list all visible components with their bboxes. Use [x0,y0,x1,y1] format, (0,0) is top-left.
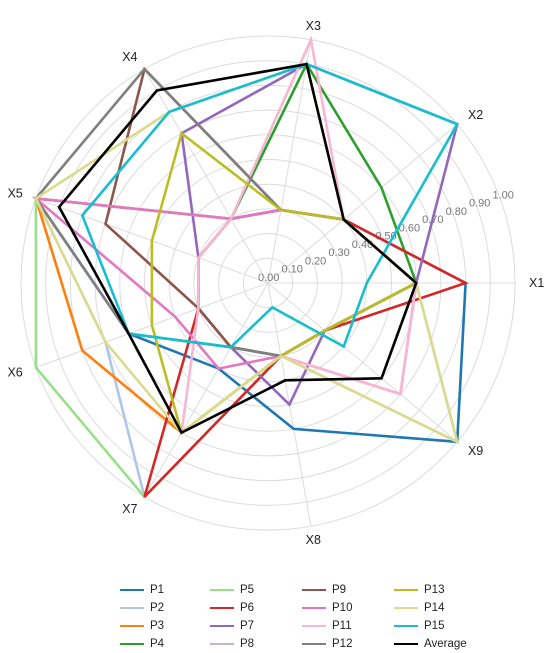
legend-swatch [394,643,418,645]
axis-spoke [267,39,312,284]
legend-label: P15 [424,620,445,632]
legend: P1 P2 P3 P4 P5 P6 P7 P8 P9 P10 P11 P12 P13 P14 P15 Aver… [120,582,467,652]
legend-label: P2 [150,602,165,614]
axis-label-x9: X9 [468,444,483,458]
legend-label: P11 [332,620,352,632]
radial-tick-label: 1.00 [492,189,513,201]
legend-swatch [394,607,418,609]
legend-swatch [394,625,418,627]
legend-swatch [394,589,418,591]
axis-labels: X1 X2 X3 X4 X5 X6 X7 X8 X9 [7,19,544,547]
axis-label-x7: X7 [122,502,137,516]
axis-label-x1: X1 [529,276,544,290]
legend-item-p3: P3 [120,618,210,634]
legend-label: P7 [240,620,255,632]
series-line-p13 [150,131,419,435]
legend-swatch [302,625,326,627]
radial-tick-label: 0.20 [305,255,326,267]
legend-label: P8 [240,638,255,650]
axis-spoke [144,68,269,284]
legend-label: P9 [332,584,347,596]
legend-item-p5: P5 [210,582,302,598]
legend-item-p12: P12 [302,636,394,652]
legend-swatch [210,625,234,627]
legend-swatch [302,589,326,591]
radial-tick-label: 0.80 [446,206,467,218]
legend-item-p7: P7 [210,618,302,634]
series-line-p11 [179,35,418,436]
axis-label-x6: X6 [7,365,22,379]
legend-item-p1: P1 [120,582,210,598]
legend-label: Average [424,638,467,650]
legend-swatch [210,589,234,591]
legend-item-p15: P15 [394,618,484,634]
series-line-p15 [80,62,460,349]
legend-label: P6 [240,602,255,614]
legend-item-p8: P8 [210,636,302,652]
legend-label: P10 [332,602,353,614]
axis-spoke [267,123,458,284]
legend-label: P3 [150,620,165,632]
legend-swatch [210,607,234,609]
legend-item-p2: P2 [120,600,210,616]
legend-item-p4: P4 [120,636,210,652]
radial-tick-label: 0.40 [352,239,373,251]
legend-item-p6: P6 [210,600,302,616]
legend-label: P14 [424,602,445,614]
legend-item-p9: P9 [302,582,394,598]
legend-swatch [120,589,144,591]
legend-swatch [120,643,144,645]
legend-swatch [302,607,326,609]
axis-label-x5: X5 [7,187,22,201]
legend-item-p14: P14 [394,600,484,616]
legend-item-average: Average [394,636,484,652]
series-line-average [57,62,418,435]
legend-swatch [210,643,234,645]
legend-item-p11: P11 [302,618,394,634]
legend-item-p10: P10 [302,600,394,616]
legend-item-p13: P13 [394,582,484,598]
legend-swatch [302,643,326,645]
radial-tick-label: 0.60 [399,222,420,234]
axis-label-x2: X2 [468,108,483,122]
radial-tick-label: 0.00 [258,272,279,284]
legend-swatch [120,607,144,609]
series-lines [31,35,469,500]
legend-label: P12 [332,638,353,650]
legend-swatch [120,625,144,627]
axis-spoke [144,282,269,498]
radial-tick-label: 0.90 [469,198,490,210]
radial-tick-label: 0.10 [281,264,302,276]
axis-spoke [267,282,458,443]
radial-tick-labels: 0.000.100.200.300.400.500.600.700.800.90… [258,189,514,284]
legend-label: P5 [240,584,255,596]
axis-label-x8: X8 [306,533,321,547]
legend-label: P4 [150,638,165,650]
legend-label: P13 [424,584,445,596]
legend-label: P1 [150,584,165,596]
axis-label-x3: X3 [306,19,321,33]
radial-tick-label: 0.30 [328,247,349,259]
axis-label-x4: X4 [122,50,137,64]
